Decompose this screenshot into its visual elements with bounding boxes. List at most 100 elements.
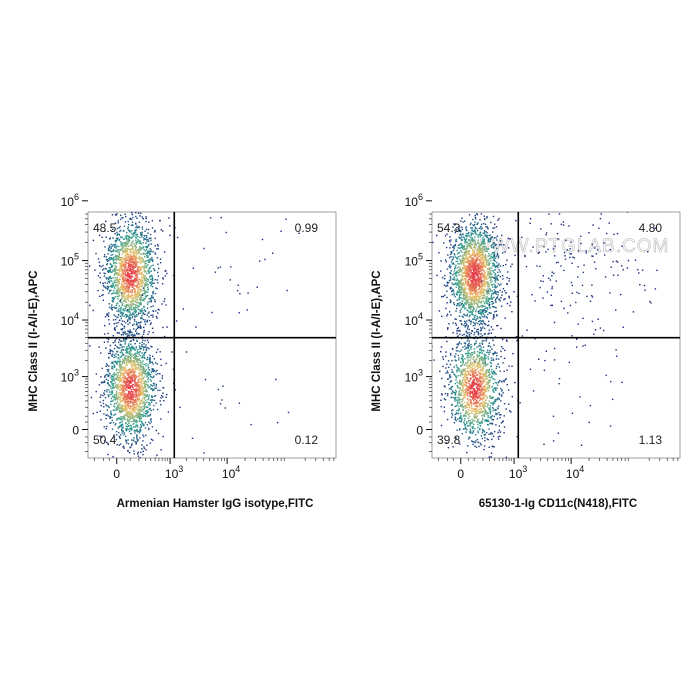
event-dot [487, 325, 489, 327]
event-dot [116, 361, 118, 363]
event-dot [145, 254, 148, 257]
event-dot [455, 293, 458, 295]
event-dot [123, 388, 125, 390]
event-dot [130, 280, 133, 283]
event-dot [501, 234, 503, 237]
event-dot [473, 245, 476, 248]
event-dot [128, 380, 131, 383]
event-dot [126, 372, 129, 374]
event-dot [458, 256, 460, 258]
event-dot [142, 287, 145, 289]
event-dot [495, 244, 497, 246]
event-dot [134, 290, 136, 293]
event-dot [152, 290, 155, 293]
event-dot [137, 279, 139, 281]
event-dot [134, 273, 136, 275]
event-dot [472, 248, 474, 251]
event-dot [152, 369, 154, 372]
event-dot [129, 391, 131, 393]
event-dot [124, 408, 126, 411]
event-dot [110, 263, 112, 266]
event-dot [130, 264, 132, 267]
event-dot [146, 359, 148, 361]
event-dot [118, 280, 120, 283]
event-dot [123, 418, 125, 420]
event-dot [119, 241, 122, 243]
event-dot [141, 352, 143, 354]
event-dot [124, 395, 126, 397]
event-dot [131, 393, 133, 395]
event-dot [157, 282, 159, 284]
event-dot [119, 230, 121, 233]
event-dot [126, 336, 128, 338]
event-dot [108, 250, 110, 252]
event-dot [492, 265, 494, 267]
event-dot [99, 435, 101, 437]
event-dot [128, 425, 130, 427]
event-dot [446, 313, 449, 315]
event-dot [130, 237, 133, 240]
event-dot [150, 250, 152, 253]
event-dot [121, 248, 123, 250]
event-dot [111, 428, 114, 430]
event-dot [127, 357, 129, 359]
event-dot [126, 231, 128, 234]
event-dot [139, 369, 141, 371]
event-dot [471, 239, 474, 241]
event-dot [465, 255, 467, 257]
event-dot [503, 298, 505, 301]
event-dot [144, 295, 147, 298]
event-dot [116, 372, 119, 374]
event-dot [138, 415, 141, 417]
event-dot [455, 304, 458, 307]
event-dot [452, 274, 454, 276]
event-dot [465, 252, 467, 255]
event-dot [473, 225, 475, 227]
event-dot [121, 217, 123, 219]
event-dot [148, 311, 150, 313]
event-dot [125, 405, 127, 407]
event-dot [109, 289, 111, 292]
event-dot [147, 303, 149, 305]
event-dot [132, 248, 134, 250]
event-dot [140, 378, 143, 380]
event-dot [127, 285, 130, 288]
event-dot [480, 305, 482, 307]
event-dot [150, 438, 153, 441]
event-dot [123, 372, 125, 374]
event-dot [128, 370, 130, 372]
event-dot [126, 333, 128, 335]
event-dot [152, 282, 154, 284]
event-dot [119, 347, 121, 349]
event-dot [487, 258, 489, 261]
event-dot [448, 323, 450, 325]
event-dot [124, 254, 127, 256]
event-dot [465, 241, 467, 243]
event-dot [488, 263, 490, 265]
event-dot [121, 236, 123, 239]
event-dot [115, 373, 118, 376]
event-dot [148, 358, 150, 360]
event-dot [122, 272, 124, 274]
event-dot [454, 244, 457, 247]
event-dot [128, 381, 130, 384]
event-dot [126, 286, 128, 288]
event-dot [459, 286, 461, 288]
event-dot [144, 283, 146, 285]
event-dot [120, 323, 123, 325]
event-dot [110, 381, 112, 383]
event-dot [129, 398, 131, 400]
event-dot [463, 320, 466, 322]
event-dot [137, 208, 138, 209]
event-dot [121, 269, 124, 272]
event-dot [474, 241, 476, 243]
event-dot [126, 235, 128, 237]
event-dot [155, 429, 157, 432]
event-dot [470, 222, 472, 224]
event-dot [125, 287, 127, 289]
event-dot [117, 408, 119, 411]
event-dot [209, 217, 212, 219]
event-dot [138, 312, 140, 314]
event-dot [452, 262, 454, 264]
